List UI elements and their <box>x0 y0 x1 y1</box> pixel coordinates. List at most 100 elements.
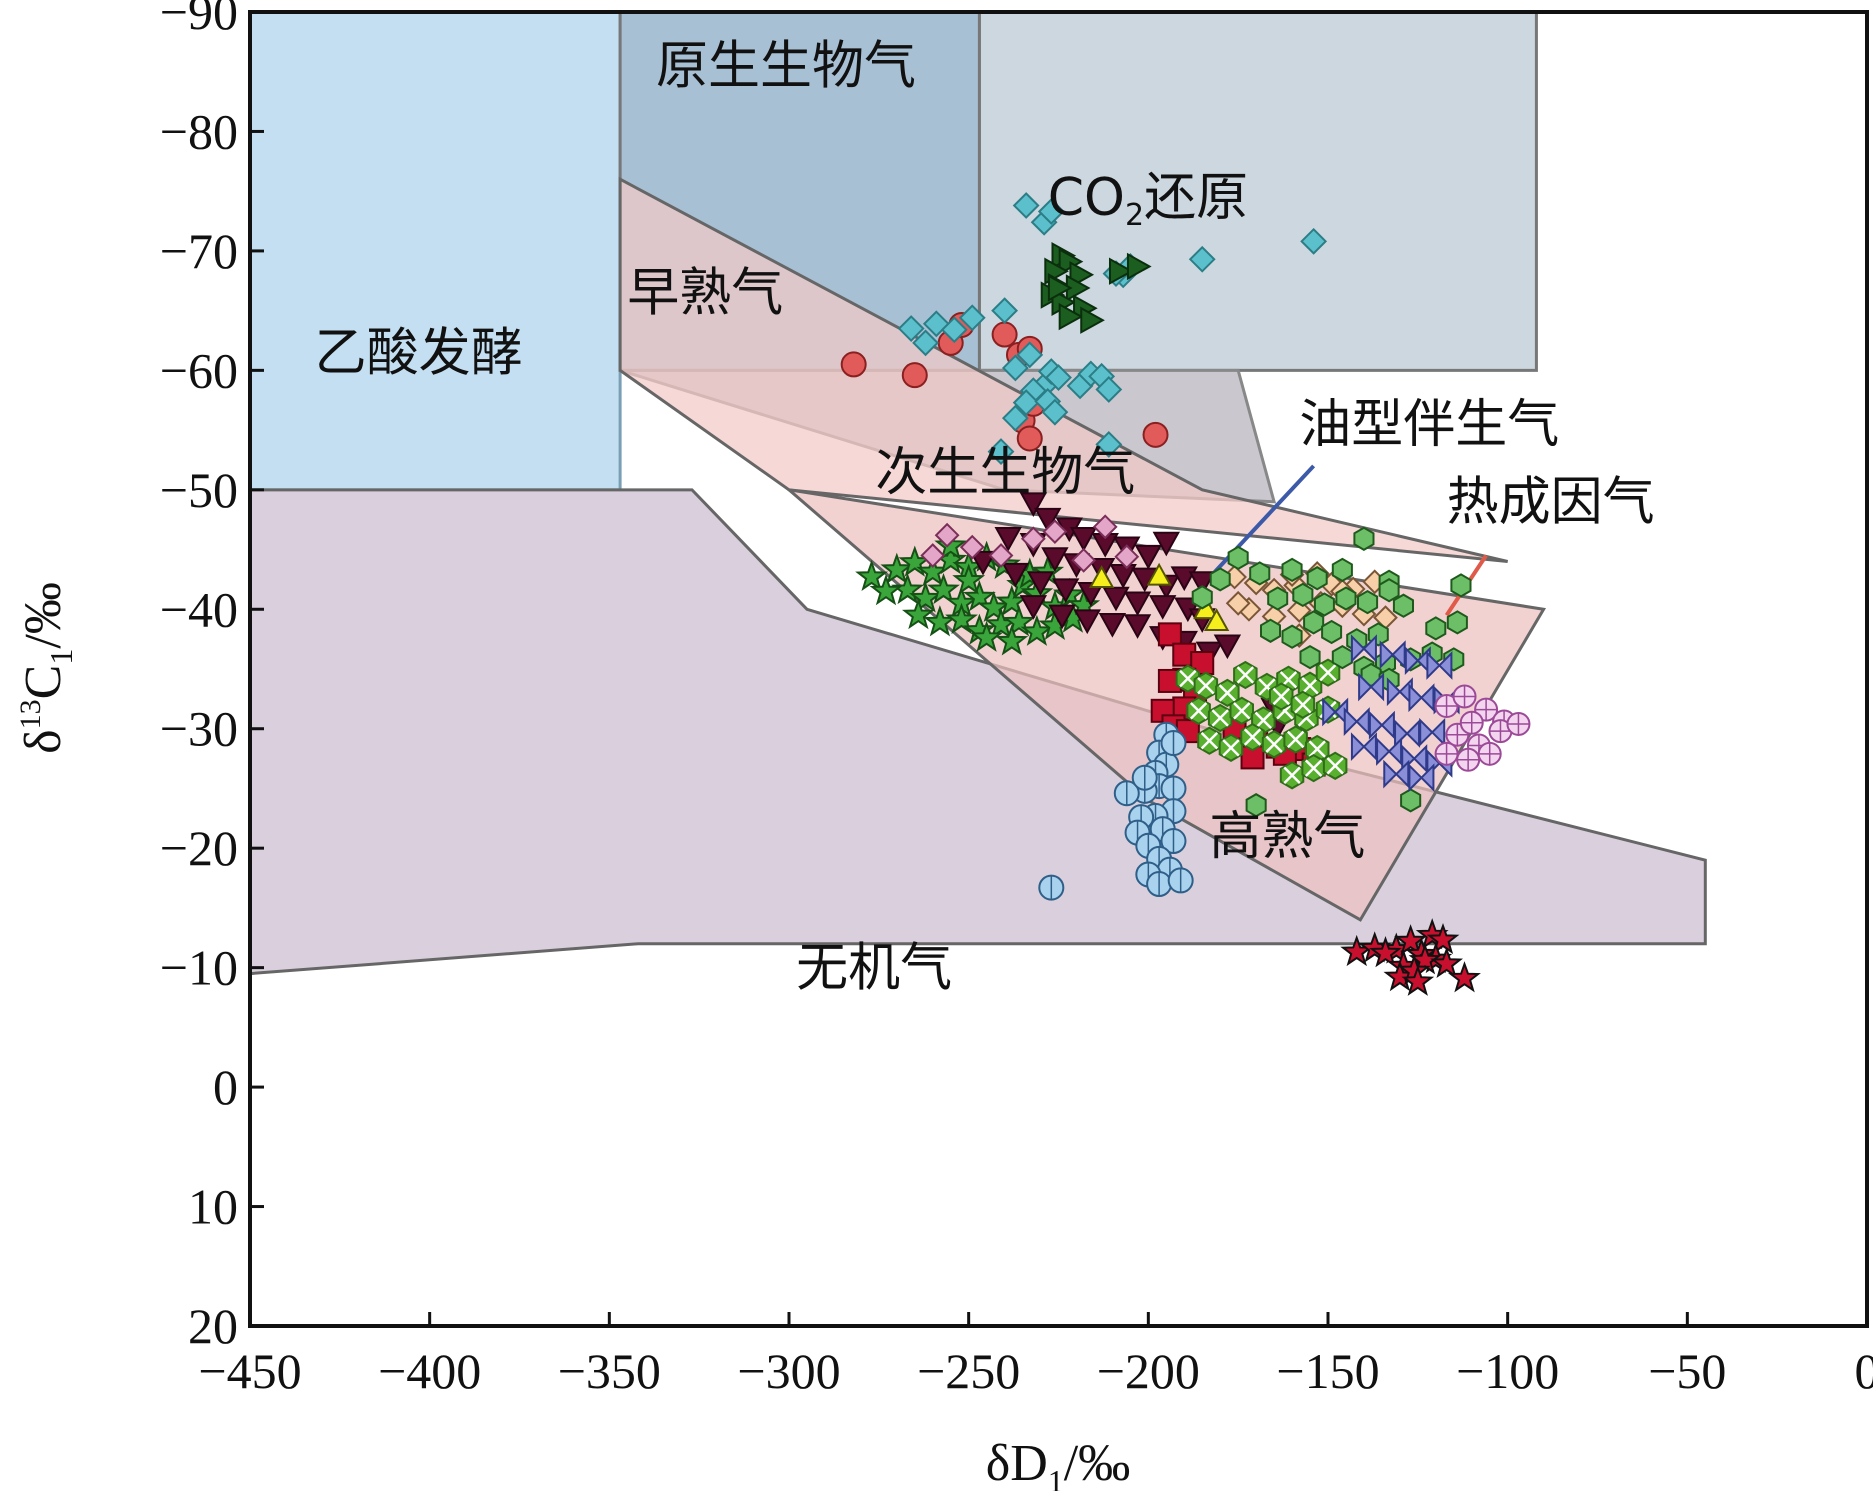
data-point <box>1379 640 1406 670</box>
y-tick-label: 0 <box>213 1059 238 1115</box>
region-label-part: 还原 <box>1144 168 1248 228</box>
data-point <box>1419 717 1446 747</box>
data-point <box>1434 741 1459 766</box>
data-point <box>1240 722 1265 752</box>
data-point <box>1245 793 1267 818</box>
data-point <box>1408 763 1435 793</box>
data-point <box>1279 761 1305 790</box>
data-point <box>1313 592 1335 617</box>
data-point <box>1113 780 1140 807</box>
data-point <box>988 543 1014 568</box>
data-point <box>1191 585 1213 610</box>
axis-ticks: −450 −400 −350 −300 −250 −200 −150 −100 −50 0−90−… <box>160 0 1873 1399</box>
data-point <box>1209 567 1231 592</box>
data-point <box>1353 526 1375 551</box>
data-point <box>1092 514 1118 540</box>
data-point <box>1331 557 1353 583</box>
data-point <box>1369 936 1402 968</box>
x-axis-title-prefix: δD <box>986 1435 1048 1491</box>
y-tick-label: −70 <box>160 223 238 279</box>
data-point <box>901 362 928 389</box>
data-point <box>1071 547 1097 573</box>
data-point <box>1123 591 1152 617</box>
data-point <box>1477 741 1502 766</box>
y-tick-label: −50 <box>160 462 238 518</box>
x-tick-label: −200 <box>1097 1343 1200 1399</box>
data-point <box>1102 586 1130 612</box>
data-point <box>909 581 942 613</box>
x-tick-label: −350 <box>558 1343 661 1399</box>
y-tick-label: −80 <box>160 103 238 159</box>
region-label-次生生物气: 次生生物气 <box>875 443 1135 503</box>
data-point <box>1303 610 1325 635</box>
data-point <box>1400 788 1422 813</box>
data-point <box>1408 683 1435 713</box>
data-point <box>1350 732 1377 762</box>
x-tick-label: −400 <box>378 1343 481 1399</box>
data-point <box>1343 707 1370 736</box>
data-point <box>1215 678 1240 708</box>
data-point <box>1069 527 1098 552</box>
y-tick-label: −30 <box>160 701 238 757</box>
data-point <box>1450 573 1472 598</box>
y-tick-label: −60 <box>160 342 238 398</box>
data-point <box>1020 614 1054 646</box>
x-tick-label: −50 <box>1648 1343 1726 1399</box>
x-axis-title: δD1/‰ <box>986 1435 1131 1491</box>
data-point <box>1306 566 1328 591</box>
data-point <box>880 552 914 584</box>
data-point <box>1233 660 1258 690</box>
data-point <box>912 329 939 357</box>
region-label-part: CO <box>1048 168 1125 228</box>
data-point <box>1321 619 1343 645</box>
data-point <box>977 590 1011 623</box>
data-point <box>1134 544 1163 570</box>
data-point <box>1175 664 1201 693</box>
data-point <box>1331 644 1353 670</box>
data-point <box>1425 616 1447 641</box>
data-point <box>1016 425 1043 452</box>
data-point <box>1358 672 1385 702</box>
data-point <box>855 559 889 591</box>
data-point <box>1186 696 1211 725</box>
region-label-原生生物气: 原生生物气 <box>656 37 916 97</box>
data-point <box>1152 531 1180 557</box>
data-point <box>991 321 1018 348</box>
data-point <box>1160 775 1187 802</box>
data-point <box>1167 867 1194 894</box>
data-point <box>1218 733 1244 762</box>
data-point <box>1383 759 1410 789</box>
region-label-热成因气: 热成因气 <box>1447 473 1655 533</box>
data-point <box>940 316 968 344</box>
data-point <box>1456 747 1481 772</box>
data-point <box>1160 730 1187 757</box>
data-point <box>927 572 960 605</box>
data-point <box>1142 421 1169 448</box>
data-point <box>991 297 1019 325</box>
x-tick-label: −150 <box>1276 1343 1379 1399</box>
y-axis-title-mid: C <box>15 665 72 700</box>
data-point <box>1213 634 1242 660</box>
y-axis-title-prefix: δ <box>15 729 72 754</box>
data-point <box>1261 730 1287 759</box>
y-tick-label: −10 <box>160 940 238 996</box>
data-point <box>1016 341 1044 369</box>
data-point <box>1430 946 1464 979</box>
x-tick-label: 0 <box>1855 1343 1873 1399</box>
data-point <box>840 351 867 378</box>
data-point <box>1019 492 1048 518</box>
data-point <box>1368 710 1395 740</box>
y-tick-label: −90 <box>160 0 238 40</box>
x-tick-label: −300 <box>737 1343 840 1399</box>
y-tick-label: −40 <box>160 581 238 637</box>
data-point <box>1426 922 1460 955</box>
data-point <box>1131 764 1158 791</box>
data-point <box>1267 586 1289 611</box>
data-point <box>1080 306 1105 334</box>
data-point <box>1197 726 1222 755</box>
data-point <box>1047 274 1073 302</box>
region-label-乙酸发酵: 乙酸发酵 <box>315 323 523 383</box>
data-point <box>1448 961 1481 993</box>
data-point <box>1426 651 1453 680</box>
